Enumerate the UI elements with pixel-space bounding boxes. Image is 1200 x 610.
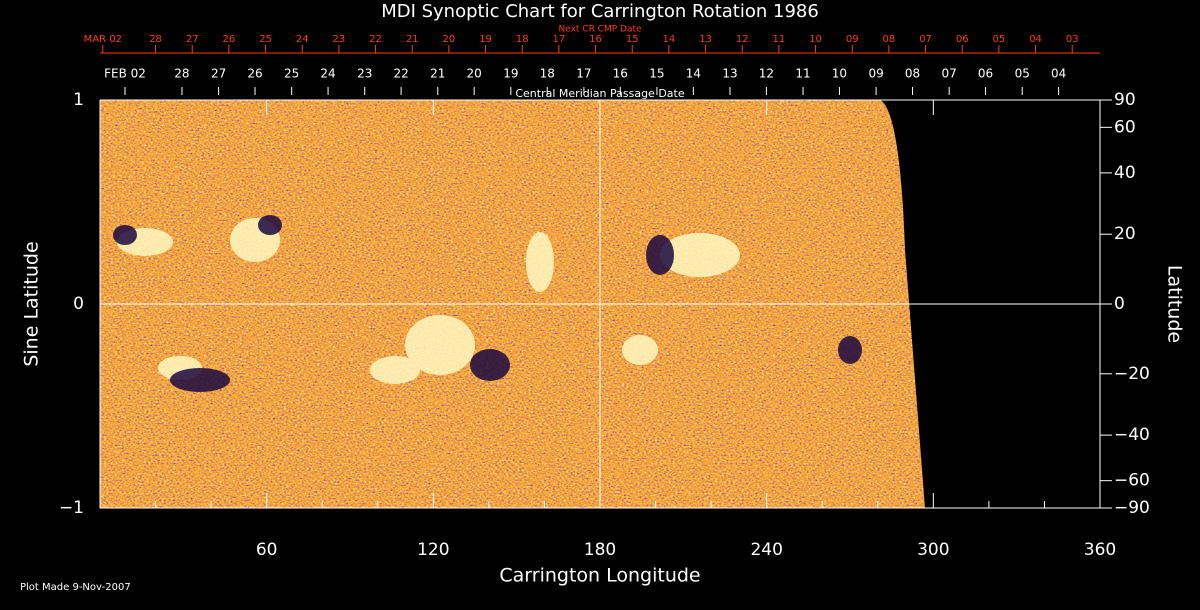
y-tick-label: 1 bbox=[73, 90, 84, 110]
date-tick-label: 10 bbox=[809, 34, 822, 45]
x-axis-title: Carrington Longitude bbox=[499, 565, 700, 587]
date-tick-label: 16 bbox=[613, 67, 628, 81]
date-tick-label: 16 bbox=[589, 34, 602, 45]
y2-tick-label: −90 bbox=[1114, 498, 1150, 518]
date-tick-label: MAR 02 bbox=[84, 34, 122, 45]
date-tick-label: 07 bbox=[942, 67, 957, 81]
date-tick-label: 26 bbox=[223, 34, 236, 45]
date-tick-label: 19 bbox=[479, 34, 492, 45]
x-tick-label: 120 bbox=[417, 540, 449, 560]
y2-tick-label: 60 bbox=[1114, 117, 1136, 137]
date-tick-label: 18 bbox=[516, 34, 529, 45]
x-tick-label: 300 bbox=[917, 540, 949, 560]
y2-tick-label: −20 bbox=[1114, 364, 1150, 384]
date-tick-label: 06 bbox=[978, 67, 993, 81]
date-tick-label: 15 bbox=[649, 67, 664, 81]
date-tick-label: 12 bbox=[759, 67, 774, 81]
date-tick-label: 27 bbox=[211, 67, 226, 81]
y-tick-label: 0 bbox=[73, 294, 84, 314]
y2-tick-label: −40 bbox=[1114, 425, 1150, 445]
date-tick-label: 25 bbox=[284, 67, 299, 81]
date-tick-label: 07 bbox=[919, 34, 932, 45]
date-tick-label: 21 bbox=[406, 34, 419, 45]
date-tick-label: 14 bbox=[663, 34, 676, 45]
date-tick-label: 14 bbox=[686, 67, 701, 81]
date-tick-label: 24 bbox=[296, 34, 309, 45]
y2-tick-label: 40 bbox=[1114, 163, 1136, 183]
date-tick-label: 22 bbox=[369, 34, 382, 45]
date-tick-label: 11 bbox=[795, 67, 810, 81]
date-tick-label: 11 bbox=[773, 34, 786, 45]
date-tick-label: 24 bbox=[320, 67, 335, 81]
date-axis-title: Central Meridian Passage Date bbox=[515, 87, 684, 100]
chart-title: MDI Synoptic Chart for Carrington Rotati… bbox=[381, 1, 819, 22]
date-tick-label: 13 bbox=[722, 67, 737, 81]
y2-tick-label: −60 bbox=[1114, 471, 1150, 491]
date-tick-label: 12 bbox=[736, 34, 749, 45]
date-tick-label: 17 bbox=[553, 34, 566, 45]
date-tick-label: 23 bbox=[357, 67, 372, 81]
date-tick-label: 17 bbox=[576, 67, 591, 81]
date-tick-label: 09 bbox=[868, 67, 883, 81]
date-tick-label: 08 bbox=[905, 67, 920, 81]
date-tick-label: 15 bbox=[626, 34, 639, 45]
date-tick-label: 04 bbox=[1029, 34, 1042, 45]
footnote: Plot Made 9-Nov-2007 bbox=[20, 582, 131, 593]
date-tick-label: FEB 02 bbox=[104, 67, 146, 81]
x-tick-label: 180 bbox=[584, 540, 616, 560]
x-tick-label: 60 bbox=[256, 540, 278, 560]
date-tick-label: 22 bbox=[393, 67, 408, 81]
date-tick-label: 20 bbox=[443, 34, 456, 45]
top-axis-title: Next CR CMP Date bbox=[558, 25, 642, 35]
date-tick-label: 27 bbox=[186, 34, 199, 45]
active-regions-negative bbox=[113, 215, 862, 392]
date-tick-label: 09 bbox=[846, 34, 859, 45]
date-tick-label: 05 bbox=[1015, 67, 1030, 81]
date-tick-label: 04 bbox=[1051, 67, 1066, 81]
date-tick-label: 10 bbox=[832, 67, 847, 81]
date-tick-label: 28 bbox=[174, 67, 189, 81]
x-tick-label: 360 bbox=[1084, 540, 1116, 560]
date-tick-label: 05 bbox=[993, 34, 1006, 45]
date-tick-label: 28 bbox=[149, 34, 162, 45]
y-axis-title: Sine Latitude bbox=[21, 241, 43, 366]
y2-tick-label: 90 bbox=[1114, 90, 1136, 110]
date-tick-label: 25 bbox=[259, 34, 272, 45]
date-tick-label: 06 bbox=[956, 34, 969, 45]
date-tick-label: 03 bbox=[1066, 34, 1079, 45]
date-tick-label: 23 bbox=[333, 34, 346, 45]
y-tick-label: −1 bbox=[59, 498, 84, 518]
x-tick-label: 240 bbox=[750, 540, 782, 560]
date-tick-label: 13 bbox=[699, 34, 712, 45]
date-tick-label: 18 bbox=[540, 67, 555, 81]
date-tick-label: 08 bbox=[883, 34, 896, 45]
y2-tick-label: 20 bbox=[1114, 224, 1136, 244]
date-tick-label: 20 bbox=[467, 67, 482, 81]
y2-tick-label: 0 bbox=[1114, 294, 1125, 314]
date-tick-label: 19 bbox=[503, 67, 518, 81]
date-tick-label: 26 bbox=[247, 67, 262, 81]
date-tick-label: 21 bbox=[430, 67, 445, 81]
y2-axis-title: Latitude bbox=[1164, 265, 1186, 343]
